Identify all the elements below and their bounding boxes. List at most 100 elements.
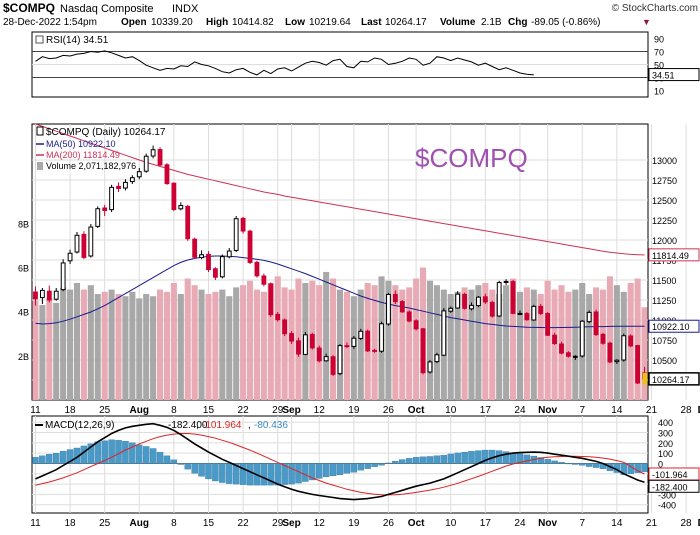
price-tick-label: 10750 — [652, 336, 677, 346]
macd-x-label: Dec — [698, 518, 700, 529]
price-x-label: Nov — [538, 405, 557, 416]
volume-bar — [170, 282, 177, 400]
volume-bar — [191, 285, 198, 400]
volume-bar — [281, 287, 288, 400]
candle-body — [586, 311, 592, 323]
macd-x-label: Oct — [408, 518, 425, 529]
candle-body — [129, 177, 135, 183]
volume-bar — [454, 291, 461, 400]
candle-body — [53, 290, 59, 300]
open-label: Open — [121, 17, 147, 28]
candle-body — [476, 296, 481, 307]
volume-bar — [316, 285, 323, 400]
candle-body — [420, 328, 426, 374]
candle-body — [123, 181, 128, 189]
candle-body — [282, 319, 288, 335]
last-price-badge-box — [648, 372, 700, 386]
volume-bar — [392, 285, 399, 400]
macd-x-label: 11 — [30, 518, 41, 529]
macd-legend: MACD(12,26,9) — [45, 420, 114, 431]
candle-body — [462, 293, 467, 309]
macd-histogram-bar — [357, 463, 364, 471]
candle-body — [524, 313, 530, 321]
candle-body — [67, 252, 73, 262]
candle-body — [427, 361, 433, 373]
candle-body — [150, 149, 156, 157]
volume-bar — [475, 285, 482, 400]
macd-x-label: Aug — [130, 518, 149, 529]
ma50-line — [35, 255, 645, 329]
volume-bar — [461, 287, 468, 400]
price-x-label: 14 — [611, 405, 623, 416]
candle-body — [309, 333, 315, 349]
volume-bar — [634, 278, 641, 400]
macd-histogram-bar — [447, 453, 454, 464]
macd-histogram-bar — [523, 454, 531, 464]
volume-bar — [565, 291, 572, 400]
macd-tick-label: -400 — [658, 501, 676, 511]
last-value: 10264.17 — [385, 17, 427, 28]
volume-bar — [46, 298, 53, 400]
price-x-label: 18 — [65, 405, 77, 416]
macd-x-label: 24 — [514, 518, 526, 529]
macd-value-badge-box — [648, 479, 700, 493]
watermark: © StockCharts.com — [612, 3, 698, 14]
macd-histogram-bar — [136, 444, 143, 464]
macd-x-label: Sep — [282, 518, 300, 529]
candle-body — [372, 349, 378, 352]
candle-body — [199, 254, 204, 259]
macd-histogram-bar — [198, 463, 205, 477]
macd-histogram-bar — [32, 457, 39, 464]
volume-bar — [39, 305, 46, 400]
macd-histogram-bar — [350, 463, 358, 473]
last-label: Last — [361, 17, 382, 28]
open-value: 10339.20 — [151, 17, 193, 28]
candle-body — [531, 305, 537, 321]
volume-bar — [60, 287, 67, 400]
rsi-tick-label: 70 — [654, 48, 664, 58]
volume-bar — [433, 285, 440, 400]
price-tick-label: 13000 — [652, 156, 677, 166]
candle-body — [74, 234, 80, 253]
candle-body — [296, 340, 301, 355]
price-tick-label: 10500 — [652, 356, 677, 366]
candle-body — [60, 262, 66, 291]
macd-x-label: 19 — [348, 518, 360, 529]
rsi-legend-icon — [35, 35, 44, 44]
macd-histogram-bar — [87, 443, 95, 464]
volume-bar — [129, 291, 136, 400]
macd-signal-badge: -101.964 — [652, 470, 688, 480]
high-value: 10414.82 — [232, 17, 274, 28]
volume-bar — [606, 276, 613, 400]
candle-body — [552, 334, 557, 345]
candle-body — [517, 312, 523, 315]
macd-x-label: 10 — [445, 518, 457, 529]
price-x-label: 28 — [681, 405, 693, 416]
volume-bar — [503, 285, 510, 400]
price-x-label: 25 — [99, 405, 111, 416]
macd-histogram-bar — [419, 456, 427, 464]
candle-body — [593, 311, 599, 336]
candle-body — [192, 238, 198, 258]
macd-histogram-bar — [392, 460, 399, 464]
price-x-label: 22 — [238, 405, 250, 416]
candle-body — [628, 335, 634, 347]
candle-body — [413, 320, 419, 330]
symbol-name: Nasdaq Composite — [60, 3, 154, 15]
macd-histogram-bar — [322, 463, 330, 478]
candle-body — [213, 268, 218, 278]
macd-histogram-bar — [620, 463, 627, 475]
rsi-tick-label: 10 — [654, 87, 664, 97]
volume-bar — [108, 289, 115, 400]
macd-histogram-bar — [371, 463, 378, 467]
macd-histogram-bar — [46, 454, 53, 464]
price-x-label: 21 — [646, 405, 658, 416]
candle-body — [240, 217, 246, 232]
macd-histogram-bar — [212, 463, 219, 482]
volume-bar — [544, 280, 551, 400]
candle-body — [226, 250, 232, 258]
macd-tick-label: -300 — [658, 490, 676, 500]
macd-histogram-bar — [129, 442, 136, 464]
price-x-label: Dec — [698, 405, 700, 416]
